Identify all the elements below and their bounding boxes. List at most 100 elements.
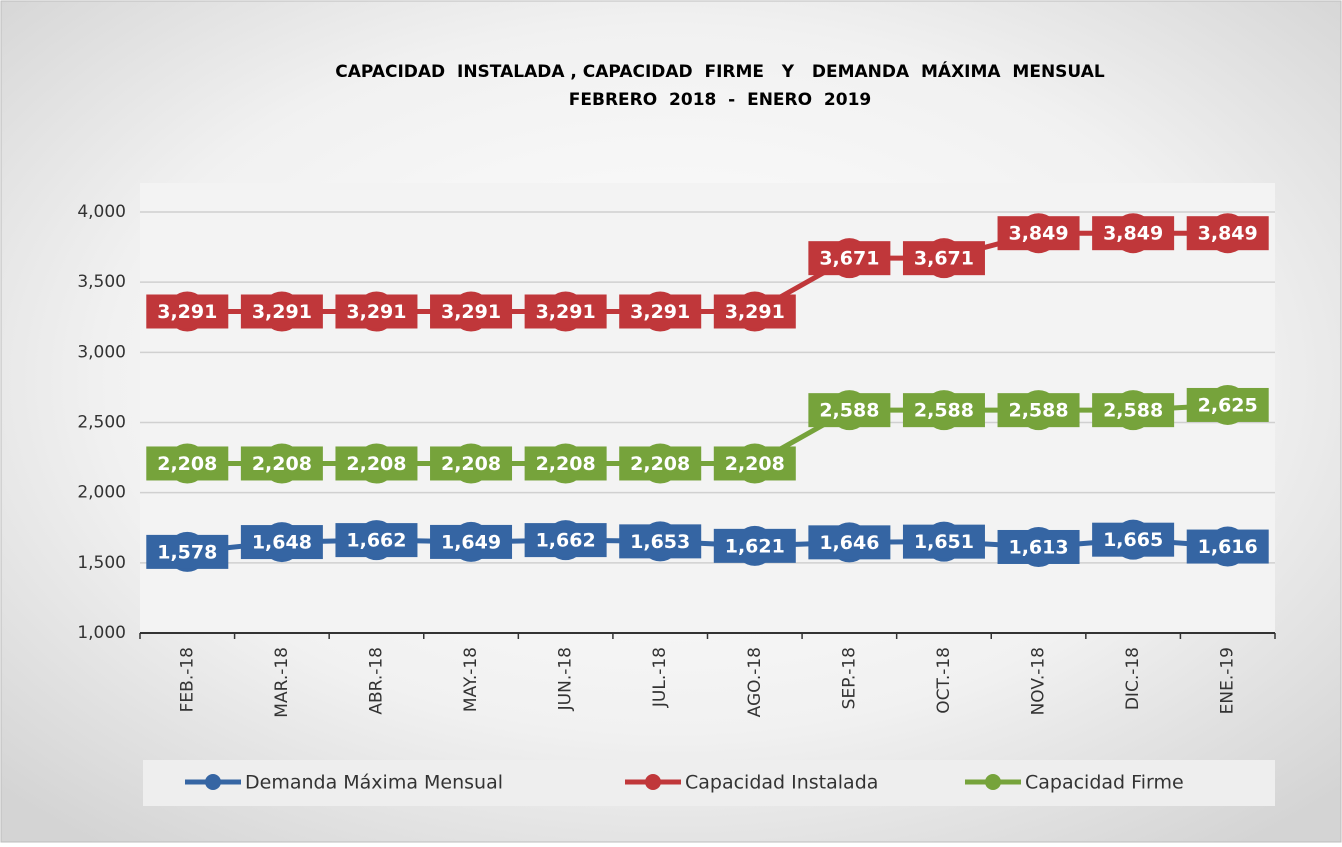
data-label: 1,665 bbox=[1103, 529, 1163, 551]
data-label-box bbox=[1092, 216, 1175, 251]
data-label-box bbox=[902, 524, 985, 559]
data-label-box bbox=[997, 393, 1080, 428]
x-tick-label: SEP.-18 bbox=[839, 647, 859, 709]
y-tick-label: 3,000 bbox=[77, 342, 126, 362]
data-label-box bbox=[1186, 387, 1269, 422]
data-label-box bbox=[146, 446, 229, 481]
data-label-box bbox=[808, 525, 891, 560]
data-label: 2,208 bbox=[725, 453, 785, 475]
data-label: 1,662 bbox=[536, 530, 596, 552]
data-label: 1,662 bbox=[346, 530, 406, 552]
y-tick-label: 1,000 bbox=[77, 623, 126, 643]
data-label-box bbox=[430, 294, 513, 329]
data-label-box bbox=[146, 294, 229, 329]
data-label: 1,651 bbox=[914, 531, 974, 553]
data-label-box bbox=[335, 446, 418, 481]
legend-label: Capacidad Firme bbox=[1025, 772, 1184, 794]
data-label: 1,653 bbox=[630, 531, 690, 553]
data-label-box bbox=[240, 294, 323, 329]
data-label: 3,291 bbox=[252, 301, 312, 323]
data-label: 3,849 bbox=[1008, 223, 1068, 245]
data-label-box bbox=[997, 529, 1080, 564]
data-label-box bbox=[808, 241, 891, 276]
data-label: 2,208 bbox=[536, 453, 596, 475]
data-label-box bbox=[430, 446, 513, 481]
data-label: 3,291 bbox=[441, 301, 501, 323]
data-label: 3,849 bbox=[1103, 223, 1163, 245]
legend-label: Capacidad Instalada bbox=[685, 772, 878, 794]
data-label: 2,208 bbox=[346, 453, 406, 475]
data-label-box bbox=[524, 446, 607, 481]
x-tick-label: AGO.-18 bbox=[745, 647, 765, 717]
data-label: 2,208 bbox=[157, 453, 217, 475]
data-label: 1,648 bbox=[252, 532, 312, 554]
data-label: 2,588 bbox=[914, 400, 974, 422]
data-label: 3,291 bbox=[346, 301, 406, 323]
y-tick-label: 2,500 bbox=[77, 413, 126, 433]
data-label-box bbox=[240, 525, 323, 560]
data-label: 1,646 bbox=[819, 532, 879, 554]
data-label: 2,208 bbox=[630, 453, 690, 475]
data-label-box bbox=[902, 241, 985, 276]
data-label-box bbox=[619, 294, 702, 329]
x-tick-label: MAR.-18 bbox=[272, 647, 292, 718]
data-label: 2,588 bbox=[819, 400, 879, 422]
y-tick-label: 3,500 bbox=[77, 272, 126, 292]
data-label-box bbox=[524, 294, 607, 329]
y-tick-label: 1,500 bbox=[77, 553, 126, 573]
y-tick-label: 2,000 bbox=[77, 483, 126, 503]
data-label-box bbox=[335, 294, 418, 329]
x-tick-label: ABR.-18 bbox=[366, 647, 386, 715]
data-label-box bbox=[902, 393, 985, 428]
x-tick-label: ENE.-19 bbox=[1218, 647, 1238, 714]
data-label: 1,621 bbox=[725, 535, 785, 557]
data-label: 2,588 bbox=[1008, 400, 1068, 422]
data-label-box bbox=[146, 534, 229, 569]
data-label-box bbox=[1186, 216, 1269, 251]
data-label: 3,671 bbox=[819, 248, 879, 270]
data-label-box bbox=[335, 523, 418, 558]
data-label: 3,291 bbox=[157, 301, 217, 323]
x-tick-label: JUL.-18 bbox=[650, 647, 670, 708]
legend-label: Demanda Máxima Mensual bbox=[245, 772, 503, 794]
data-label: 2,208 bbox=[441, 453, 501, 475]
data-label-box bbox=[713, 294, 796, 329]
x-tick-label: OCT.-18 bbox=[934, 647, 954, 714]
data-label: 2,588 bbox=[1103, 400, 1163, 422]
data-label: 3,671 bbox=[914, 248, 974, 270]
chart-subtitle: FEBRERO 2018 - ENERO 2019 bbox=[569, 90, 871, 110]
data-label: 1,616 bbox=[1198, 536, 1258, 558]
x-tick-label: MAY.-18 bbox=[461, 647, 481, 712]
x-tick-label: NOV.-18 bbox=[1029, 647, 1049, 715]
data-label-box bbox=[430, 524, 513, 559]
legend-box bbox=[143, 760, 1275, 806]
data-label: 2,625 bbox=[1198, 394, 1258, 416]
data-label: 2,208 bbox=[252, 453, 312, 475]
data-label: 3,291 bbox=[536, 301, 596, 323]
data-label-box bbox=[997, 216, 1080, 251]
data-label: 3,849 bbox=[1198, 223, 1258, 245]
legend-marker bbox=[985, 774, 1001, 790]
chart-title: CAPACIDAD INSTALADA , CAPACIDAD FIRME Y … bbox=[335, 60, 1105, 82]
data-label-box bbox=[1186, 529, 1269, 564]
data-label-box bbox=[808, 393, 891, 428]
data-label: 3,291 bbox=[630, 301, 690, 323]
x-tick-label: FEB.-18 bbox=[177, 647, 197, 712]
data-label-box bbox=[524, 523, 607, 558]
legend-marker bbox=[645, 774, 661, 790]
y-tick-label: 4,000 bbox=[77, 202, 126, 222]
data-label-box bbox=[713, 528, 796, 563]
data-label: 1,649 bbox=[441, 531, 501, 553]
data-label-box bbox=[240, 446, 323, 481]
data-label-box bbox=[713, 446, 796, 481]
data-label: 3,291 bbox=[725, 301, 785, 323]
data-label-box bbox=[1092, 393, 1175, 428]
x-tick-label: DIC.-18 bbox=[1123, 647, 1143, 710]
data-label: 1,578 bbox=[157, 541, 217, 563]
data-label-box bbox=[1092, 522, 1175, 557]
legend-marker bbox=[205, 774, 221, 790]
data-label: 1,613 bbox=[1008, 536, 1068, 558]
x-tick-label: JUN.-18 bbox=[556, 647, 576, 711]
